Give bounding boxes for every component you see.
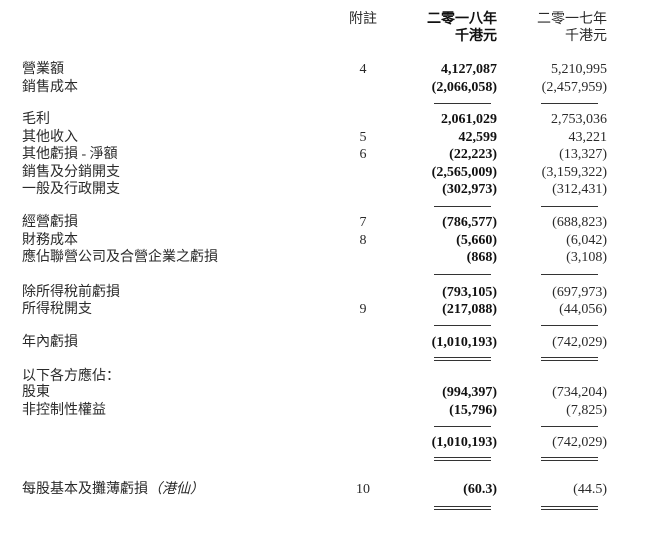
row-label: 銷售及分銷開支 (22, 165, 120, 180)
row-label: 每股基本及攤薄虧損（港仙） (22, 481, 204, 499)
row-label: 非控制性權益 (22, 403, 106, 418)
row-label: 經營虧損 (22, 215, 78, 230)
total-rule-current (434, 426, 491, 427)
current-year-value: (868) (466, 250, 497, 265)
current-year-value: (2,066,058) (431, 80, 497, 95)
double-total-rule-prior (541, 506, 598, 510)
current-year-header: 二零一八年 (427, 12, 497, 27)
row-label: 年內虧損 (22, 335, 78, 350)
row-label: 毛利 (22, 112, 50, 127)
total-rule-prior (541, 103, 598, 104)
row-label: 一般及行政開支 (22, 182, 120, 197)
current-year-value: (2,565,009) (431, 165, 497, 180)
current-year-value: (302,973) (442, 182, 497, 197)
prior-year-value: 2,753,036 (551, 112, 607, 127)
double-total-rule-current (434, 506, 491, 510)
current-year-value: 4,127,087 (441, 62, 497, 77)
prior-year-value: (742,029) (552, 335, 607, 350)
total-rule-current (434, 103, 491, 104)
row-note: 9 (359, 302, 367, 317)
row-label: 股東 (22, 385, 50, 400)
row-note: 6 (359, 147, 367, 162)
total-rule-current (434, 274, 491, 275)
prior-unit-header: 千港元 (565, 29, 607, 44)
total-rule-prior (541, 325, 598, 326)
current-year-value: (5,660) (456, 233, 497, 248)
row-label-text: 每股基本及攤薄虧損 (22, 482, 148, 497)
total-rule-prior (541, 274, 598, 275)
current-year-value: (217,088) (442, 302, 497, 317)
current-year-value: (793,105) (442, 285, 497, 300)
row-label: 營業額 (22, 62, 64, 77)
prior-year-value: 5,210,995 (551, 62, 607, 77)
row-label: 所得稅開支 (22, 302, 92, 317)
prior-year-value: (742,029) (552, 435, 607, 450)
prior-year-value: (3,159,322) (541, 165, 607, 180)
prior-year-value: (3,108) (566, 250, 607, 265)
prior-year-value: (2,457,959) (541, 80, 607, 95)
current-year-value: (22,223) (449, 147, 497, 162)
row-label: 以下各方應佔： (22, 369, 120, 384)
current-year-value: (786,577) (442, 215, 497, 230)
row-note: 8 (359, 233, 367, 248)
row-note: 5 (359, 130, 367, 145)
prior-year-value: (44,056) (559, 302, 607, 317)
note-column-header: 附註 (349, 12, 377, 27)
prior-year-value: (13,327) (559, 147, 607, 162)
current-year-value: (15,796) (449, 403, 497, 418)
current-year-value: (994,397) (442, 385, 497, 400)
current-year-value: 42,599 (458, 130, 498, 145)
double-total-rule-prior (541, 457, 598, 461)
total-rule-prior (541, 206, 598, 207)
current-unit-header: 千港元 (455, 29, 497, 44)
prior-year-value: (734,204) (552, 385, 607, 400)
total-rule-current (434, 325, 491, 326)
current-year-value: (1,010,193) (431, 435, 497, 450)
row-label: 應佔聯營公司及合營企業之虧損 (22, 250, 218, 265)
prior-year-header: 二零一七年 (537, 12, 607, 27)
prior-year-value: (697,973) (552, 285, 607, 300)
total-rule-prior (541, 426, 598, 427)
prior-year-value: (688,823) (552, 215, 607, 230)
row-note: 7 (359, 215, 367, 230)
row-label-unit: （港仙） (148, 482, 204, 497)
row-note: 10 (356, 482, 370, 497)
row-label: 銷售成本 (22, 80, 78, 95)
row-label: 財務成本 (22, 233, 78, 248)
row-label: 其他收入 (22, 130, 78, 145)
row-label: 其他虧損 - 淨額 (22, 147, 118, 162)
current-year-value: 2,061,029 (441, 112, 497, 127)
prior-year-value: (7,825) (566, 403, 607, 418)
total-rule-current (434, 206, 491, 207)
prior-year-value: 43,221 (568, 130, 608, 145)
double-total-rule-current (434, 457, 491, 461)
row-note: 4 (359, 62, 367, 77)
prior-year-value: (44.5) (573, 482, 607, 497)
current-year-value: (60.3) (463, 482, 497, 497)
current-year-value: (1,010,193) (431, 335, 497, 350)
double-total-rule-current (434, 357, 491, 361)
prior-year-value: (6,042) (566, 233, 607, 248)
double-total-rule-prior (541, 357, 598, 361)
prior-year-value: (312,431) (552, 182, 607, 197)
row-label: 除所得稅前虧損 (22, 285, 120, 300)
